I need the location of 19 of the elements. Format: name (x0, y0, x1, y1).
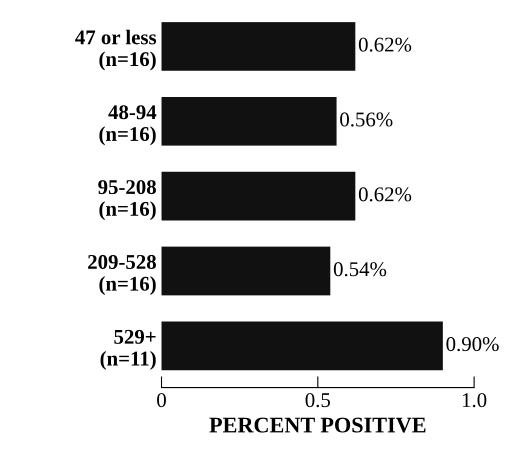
data-label: 0.90% (446, 337, 499, 352)
x-tick-label: 1.0 (462, 393, 486, 408)
bar (162, 246, 330, 296)
y-tick-label: 95-208 (n=16) (98, 180, 156, 220)
x-tick-label: 0.5 (306, 393, 330, 408)
data-label: 0.62% (358, 38, 412, 52)
data-label: 0.56% (340, 112, 392, 127)
x-axis-title: PERCENT POSITIVE (209, 418, 426, 433)
bar (162, 96, 337, 146)
x-tick-label: 0 (157, 393, 166, 408)
y-tick-label: 529+ (n=11) (100, 330, 156, 370)
bar (162, 172, 356, 220)
y-tick-label: 209-528 (n=16) (88, 254, 156, 296)
data-label: 0.62% (358, 187, 412, 202)
bar (162, 322, 443, 370)
data-label: 0.54% (334, 262, 386, 276)
y-tick-label: 48-94 (n=16) (99, 105, 156, 146)
bar (162, 22, 356, 71)
y-tick-label: 47 or less (n=16) (75, 30, 156, 70)
